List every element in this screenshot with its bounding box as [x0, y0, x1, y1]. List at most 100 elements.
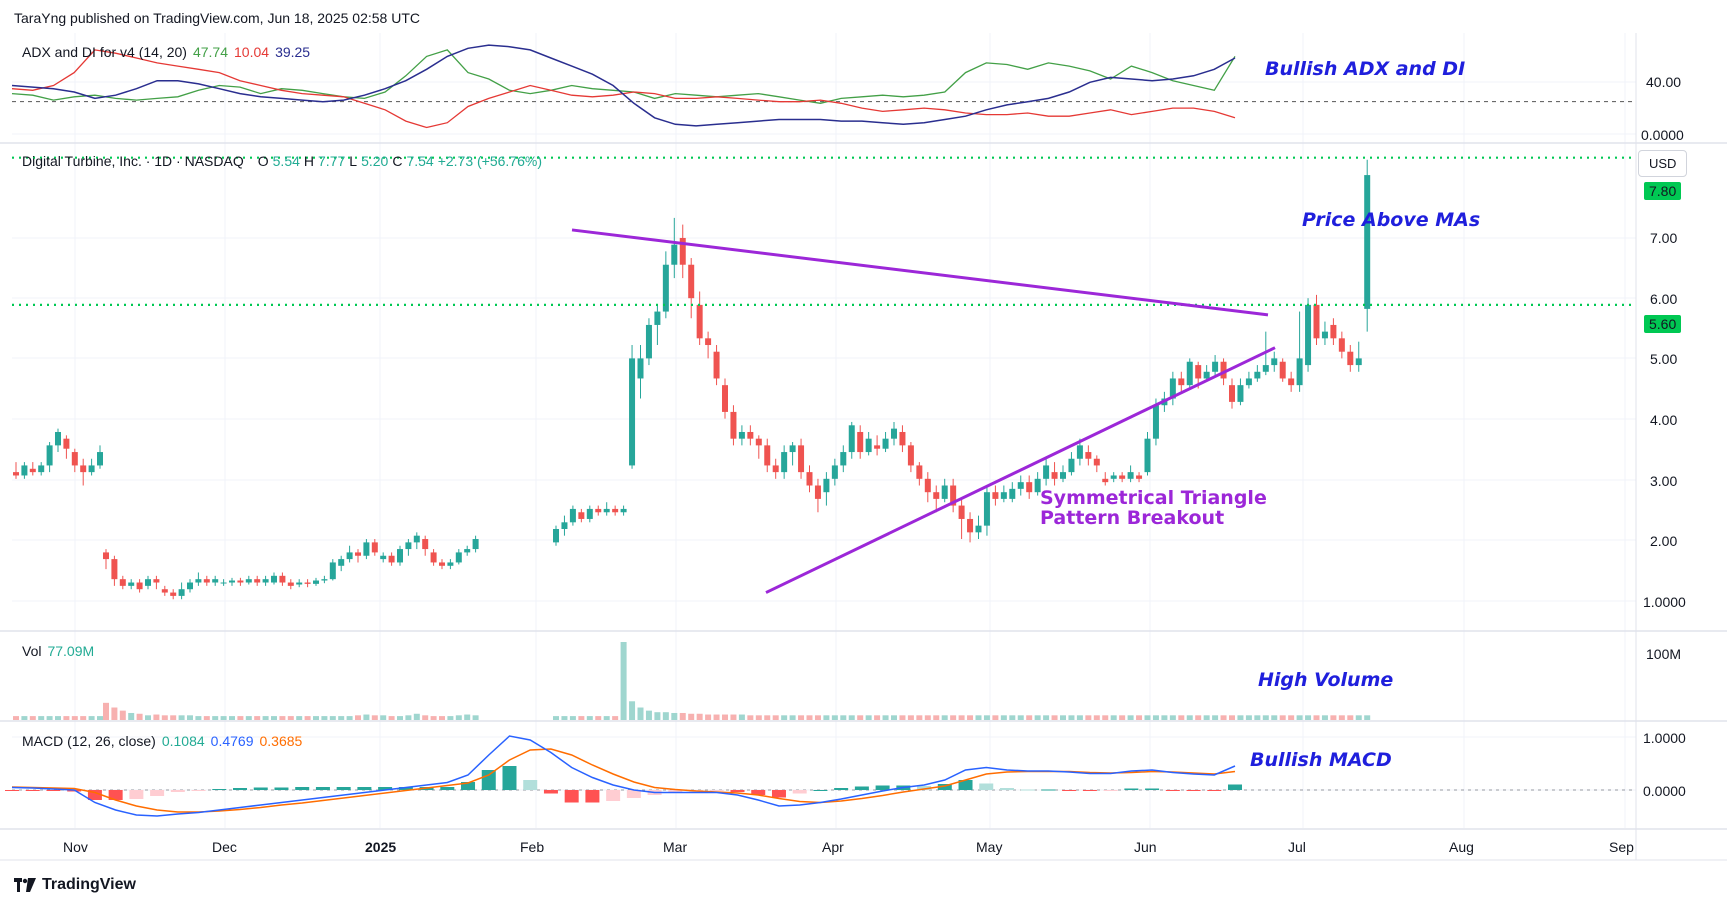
volume-bar [338, 716, 345, 720]
volume-bar [764, 715, 771, 720]
candle [747, 431, 754, 439]
candle [569, 508, 576, 523]
volume-bar [958, 715, 965, 720]
candle [629, 358, 636, 466]
macd-histogram-bar [958, 780, 973, 790]
symbol-title[interactable]: Digital Turbine, Inc. · 1D · NASDAQ [22, 153, 244, 169]
candle [1127, 472, 1134, 479]
volume-bar [1178, 715, 1185, 720]
volume-bar [874, 715, 881, 720]
candle [950, 485, 957, 506]
volume-bar [1127, 715, 1134, 720]
macd-histogram-bar [108, 790, 123, 800]
macd-histogram-bar [792, 790, 807, 794]
volume-bar [1279, 715, 1286, 720]
candle [1144, 438, 1151, 473]
volume-bar [187, 715, 193, 720]
macd-histogram-bar [751, 790, 766, 795]
macd-histogram-bar [668, 790, 683, 793]
candle [1026, 482, 1033, 493]
price-tick-6: 6.00 [1650, 291, 1678, 307]
volume-bar [145, 715, 151, 720]
macd-histogram-bar [1124, 788, 1139, 790]
adx-legend-v3: 39.25 [275, 44, 311, 60]
volume-bar [967, 715, 974, 720]
tradingview-logo-icon [14, 878, 36, 892]
candle [439, 562, 445, 566]
candle [111, 559, 118, 580]
volume-tick-100m: 100M [1646, 646, 1682, 662]
trendline-resistance [571, 228, 1269, 317]
candle [178, 589, 185, 596]
tradingview-logo[interactable]: TradingView [14, 876, 136, 894]
candle [578, 512, 585, 519]
candle [21, 465, 28, 476]
macd-histogram-bar [233, 788, 248, 790]
candle [1017, 482, 1024, 489]
volume-bar [645, 710, 652, 720]
candle [831, 465, 838, 479]
volume-bar [405, 715, 412, 720]
volume-bar [992, 715, 999, 720]
candle [671, 244, 678, 265]
volume-bar [578, 716, 585, 720]
volume-bar [271, 716, 277, 720]
low-value: 5.20 [361, 153, 389, 169]
trendline-support [765, 346, 1276, 594]
candle [88, 465, 95, 473]
publish-line: TaraYng published on TradingView.com, Ju… [14, 10, 420, 26]
candle [722, 385, 728, 412]
volume-bar [464, 714, 471, 720]
volume-bar [848, 715, 855, 720]
annotation-adx: Bullish ADX and DI [1265, 58, 1466, 80]
volume-bar [1305, 715, 1312, 720]
candle [1093, 458, 1100, 466]
tradingview-brand: TradingView [42, 876, 136, 893]
annotation-price: Price Above MAs [1302, 209, 1481, 231]
volume-bar [1245, 715, 1252, 720]
volume-bar [823, 715, 830, 720]
candle [553, 528, 559, 543]
volume-bar [1102, 715, 1109, 720]
macd-tick-1: 1.0000 [1643, 730, 1686, 746]
open-value: 5.54 [272, 153, 300, 169]
macd-histogram-bar [709, 790, 724, 791]
macd-histogram-bar [1103, 790, 1118, 791]
volume-bar [620, 642, 627, 720]
x-tick-dec: Dec [212, 839, 237, 855]
price-tick-3: 3.00 [1650, 473, 1678, 489]
macd-histogram-bar [771, 790, 786, 798]
volume-bar [612, 716, 619, 720]
open-label: O [257, 153, 269, 169]
candle [271, 575, 277, 583]
candle [1102, 478, 1109, 483]
candle [346, 552, 353, 560]
candle [654, 311, 661, 325]
macd-histogram-bar [1207, 790, 1222, 791]
candle [287, 582, 294, 586]
candle [1043, 465, 1050, 479]
macd-legend-macd: 0.4769 [210, 733, 254, 749]
volume-bar [738, 714, 745, 720]
candle [313, 580, 319, 584]
candle [1076, 445, 1083, 459]
macd-histogram-bar [253, 787, 268, 790]
candle [1009, 488, 1016, 499]
volume-bar [203, 716, 210, 720]
candle [924, 478, 931, 493]
candle [1068, 458, 1075, 473]
candle [119, 579, 126, 586]
macd-histogram-bar [937, 784, 952, 790]
candle [397, 549, 403, 563]
candle [1136, 475, 1143, 479]
volume-bar [654, 712, 661, 720]
volume-bar [1338, 715, 1345, 720]
x-tick-apr: Apr [822, 839, 844, 855]
volume-bar [1321, 715, 1328, 720]
currency-button[interactable]: USD [1638, 150, 1688, 177]
volume-bar [882, 715, 889, 720]
macd-histogram-bar [191, 790, 206, 791]
macd-histogram-bar [336, 787, 351, 790]
volume-bar [1330, 715, 1337, 720]
